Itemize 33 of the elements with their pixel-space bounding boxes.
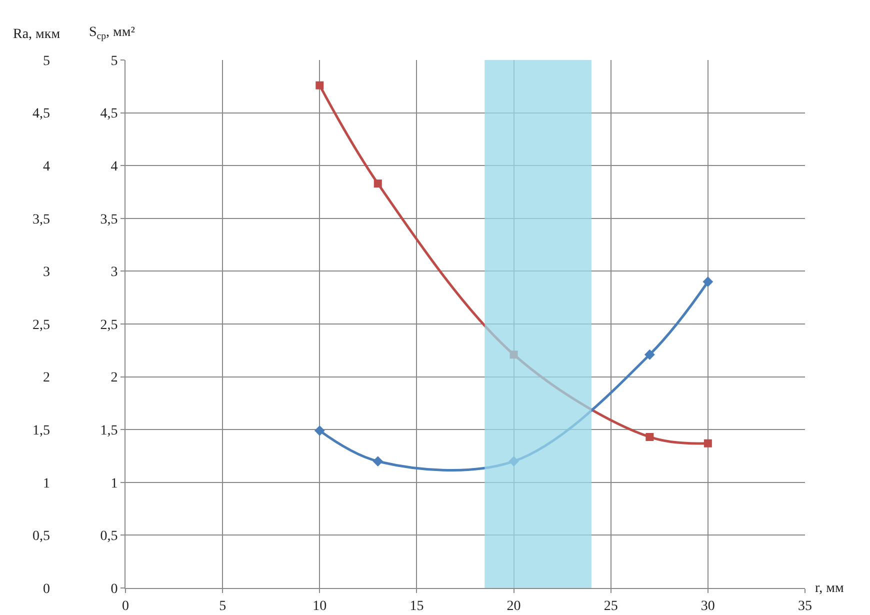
x-tick-label: 30 <box>700 598 715 614</box>
y-tick-label: 0,5 <box>100 529 118 544</box>
x-tick-label: 20 <box>506 598 521 614</box>
y-tick-label: 0 <box>110 582 118 597</box>
y2-tick-label: 3,5 <box>32 212 50 228</box>
y-tick-label: 3,5 <box>100 212 118 228</box>
y-tick-label: 1,5 <box>100 424 118 438</box>
y-tick-label: 2 <box>110 370 118 386</box>
y2-tick-label: 3 <box>43 265 50 280</box>
x-tick-label: 15 <box>410 598 424 614</box>
y-tick-label: 3 <box>110 265 118 280</box>
y2-tick-label: 2,5 <box>32 318 50 333</box>
x-tick-label: 5 <box>219 598 226 614</box>
y-tick-label: 4,5 <box>100 106 118 122</box>
y2-tick-label: 0 <box>43 582 50 597</box>
y2-axis-title: Ra, мкм <box>13 27 60 42</box>
y-tick-label: 2,5 <box>100 318 118 333</box>
x-tick-label: 25 <box>604 598 618 614</box>
y-tick-label: 4 <box>110 160 118 174</box>
x-axis-title: r, мм <box>815 581 844 596</box>
x-tick-label: 0 <box>122 598 129 614</box>
y-tick-label: 5 <box>110 54 118 69</box>
y2-tick-label: 4 <box>43 160 50 174</box>
y2-tick-label: 4,5 <box>32 106 50 122</box>
y2-tick-label: 0,5 <box>32 529 50 544</box>
x-tick-label: 35 <box>798 598 812 614</box>
y2-tick-label: 5 <box>43 54 50 69</box>
x-tick-label: 10 <box>312 598 327 614</box>
y2-tick-label: 1,5 <box>32 424 50 438</box>
y-axis-title: S$_{ср}$, мм² <box>89 25 135 42</box>
y-tick-label: 1 <box>110 476 118 492</box>
y2-tick-label: 2 <box>43 370 50 386</box>
y2-tick-label: 1 <box>43 476 50 492</box>
